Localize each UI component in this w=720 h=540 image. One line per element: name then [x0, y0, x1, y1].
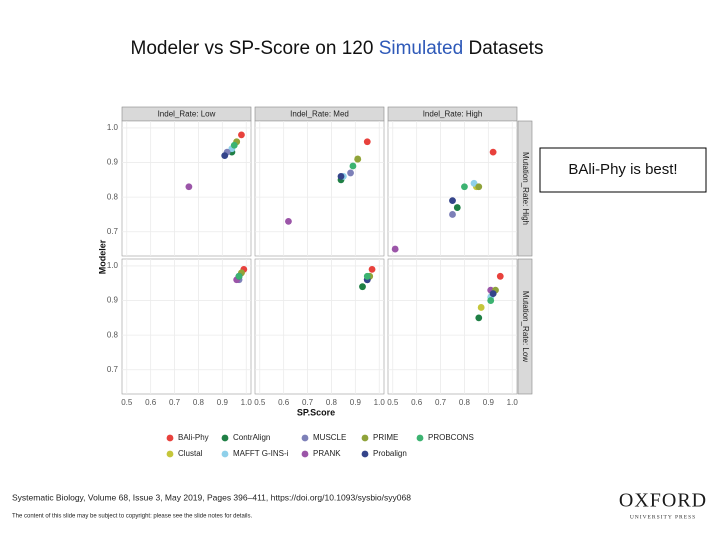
y-axis-label: Modeler: [97, 239, 107, 274]
x-tick-label: 1.0: [507, 398, 519, 407]
point: [230, 141, 238, 149]
point: [337, 172, 345, 180]
x-tick-label: 0.9: [483, 398, 495, 407]
panel: [387, 258, 518, 395]
x-tick-label: 0.5: [387, 398, 399, 407]
point: [453, 204, 461, 211]
legend-marker: [416, 434, 424, 442]
logo-sub: UNIVERSITY PRESS: [630, 514, 696, 520]
x-tick-label: 0.7: [302, 398, 314, 407]
point: [489, 290, 497, 298]
legend-marker: [301, 450, 309, 458]
x-tick-label: 0.5: [254, 398, 266, 407]
callout: BAli-Phy is best!: [568, 161, 677, 178]
x-tick-label: 0.5: [121, 398, 133, 407]
callout-box: [539, 147, 707, 193]
point: [487, 297, 495, 304]
citation: Systematic Biology, Volume 68, Issue 3, …: [12, 492, 411, 502]
point: [449, 211, 456, 218]
legend-marker: [221, 450, 229, 458]
point: [475, 314, 483, 322]
slide-title: Modeler vs SP-Score on 120 Simulated Dat…: [131, 38, 544, 59]
facet-strip: [517, 120, 533, 257]
x-tick-label: 0.9: [217, 398, 229, 407]
point: [354, 155, 362, 163]
point: [347, 169, 354, 177]
x-tick-label: 0.6: [278, 398, 290, 407]
x-tick-label: 1.0: [241, 398, 253, 407]
legend-label: PROBCONS: [428, 433, 474, 442]
legend-label: PRANK: [313, 449, 341, 458]
x-tick-label: 0.7: [169, 398, 181, 407]
x-tick-label: 0.6: [411, 398, 423, 407]
y-tick-label: 0.7: [107, 365, 119, 374]
legend-label: PRIME: [373, 433, 398, 442]
y-tick-label: 0.9: [107, 296, 119, 305]
point: [221, 152, 229, 160]
logo: OXFORD: [619, 490, 707, 512]
panel: [254, 120, 385, 257]
point: [470, 179, 478, 187]
x-tick-label: 1.0: [374, 398, 386, 407]
facet-label: Mutation_Rate: High: [521, 152, 530, 225]
panel: [387, 120, 518, 257]
legend-label: ContrAlign: [233, 433, 270, 442]
legend-label: BAli-Phy: [178, 433, 209, 442]
point: [391, 245, 399, 253]
legend-marker: [301, 434, 309, 442]
y-tick-label: 0.7: [107, 227, 119, 236]
facet-label: Indel_Rate: High: [423, 110, 483, 119]
point: [489, 148, 497, 156]
x-tick-label: 0.6: [145, 398, 157, 407]
y-tick-label: 1.0: [107, 261, 119, 270]
point: [363, 138, 371, 146]
title-part: Modeler vs SP-Score on 120: [131, 38, 379, 59]
y-tick-label: 0.8: [107, 330, 119, 339]
x-axis-label: SP.Score: [297, 407, 335, 417]
point: [238, 131, 245, 139]
y-tick-label: 0.9: [107, 158, 119, 167]
legend-marker: [361, 434, 369, 442]
facet-label: Indel_Rate: Low: [158, 110, 216, 119]
point: [285, 217, 292, 225]
x-tick-label: 0.8: [193, 398, 205, 407]
point: [449, 197, 456, 205]
title-part: Datasets: [463, 38, 543, 59]
x-tick-label: 0.9: [350, 398, 362, 407]
y-tick-label: 1.0: [107, 123, 119, 132]
legend-marker: [221, 434, 229, 442]
plot: Indel_Rate: Low Indel_Rate: Med Indel_Rate…: [97, 106, 533, 458]
legend-marker: [166, 450, 174, 458]
legend-label: Probalign: [373, 449, 407, 458]
point: [461, 183, 468, 191]
point: [475, 183, 483, 191]
point: [363, 272, 371, 280]
panel: [254, 258, 385, 395]
title-highlight: Simulated: [379, 38, 464, 59]
facet-label: Indel_Rate: Med: [290, 110, 349, 119]
x-tick-label: 0.7: [435, 398, 447, 407]
point: [359, 283, 366, 291]
facet-label: Mutation_Rate: Low: [521, 291, 530, 362]
footer: The content of this slide may be subject…: [12, 514, 252, 520]
legend-marker: [361, 450, 369, 458]
y-tick-label: 0.8: [107, 192, 119, 201]
point: [185, 183, 193, 191]
x-tick-label: 0.8: [326, 398, 338, 407]
point: [496, 272, 504, 280]
point: [368, 265, 376, 273]
legend-label: MAFFT G-INS-i: [233, 449, 289, 458]
point: [235, 272, 243, 280]
point: [477, 304, 485, 311]
legend-marker: [166, 434, 174, 442]
panel: [121, 258, 252, 395]
legend-label: MUSCLE: [313, 433, 346, 442]
facet-strip: [517, 258, 533, 395]
point: [349, 162, 357, 170]
legend-label: Clustal: [178, 449, 203, 458]
x-tick-label: 0.8: [459, 398, 471, 407]
